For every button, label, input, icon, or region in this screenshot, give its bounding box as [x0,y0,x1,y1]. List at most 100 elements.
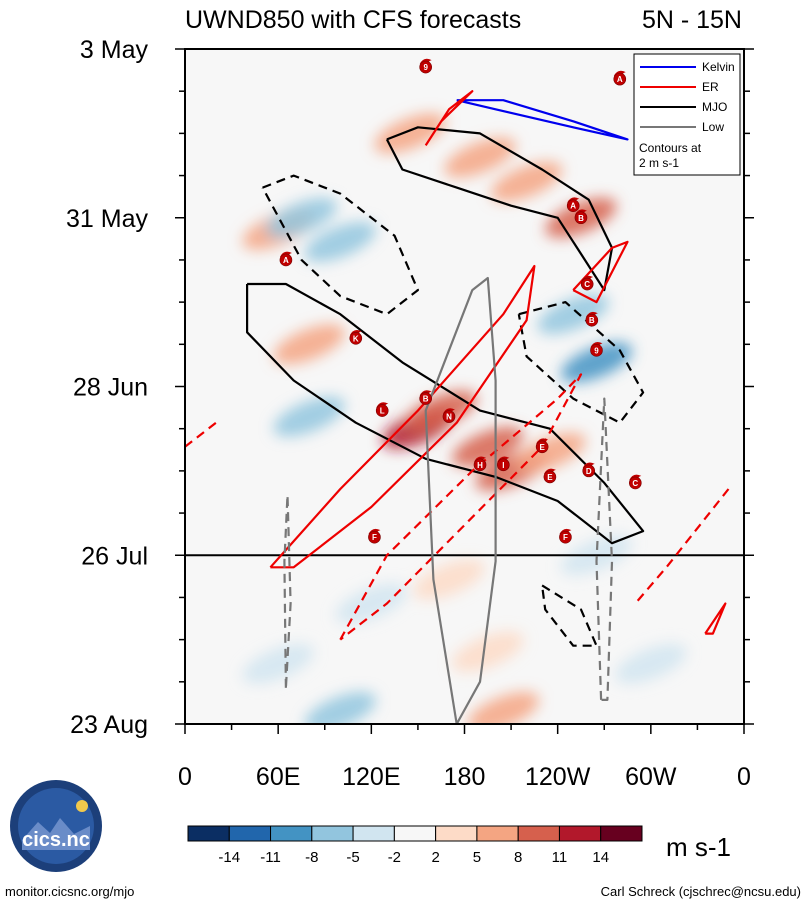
er-contour [634,488,730,605]
colorbar-label: -2 [388,849,401,866]
anomaly-patch [273,324,345,365]
anomaly-patch [467,692,539,724]
storm-marker: B [419,390,432,405]
y-tick-label: 26 Jul [81,542,148,570]
y-tick-label: 28 Jun [73,374,148,402]
anomaly-patch [405,390,477,431]
storm-circle [585,313,599,327]
storm-marker: A [613,70,627,86]
storm-label: D [586,467,592,476]
x-tick-label: 0 [178,763,192,791]
legend-note-2: 2 m s-1 [639,156,679,170]
colorbar-swatch [600,825,643,842]
storm-marker: N [442,408,456,423]
storm-label: K [353,334,359,343]
colorbar-label: 8 [514,849,522,866]
anomaly-patch [452,426,524,467]
x-tick-label: 180 [444,763,486,791]
colorbar-swatch [311,825,354,842]
anomaly-patch [444,137,516,178]
storm-marker: L [375,402,389,417]
legend-label: Low [702,120,724,134]
mjo-contour [261,174,419,316]
mjo-contour [385,126,614,292]
anomaly-patch [413,559,485,600]
storm-label: C [584,280,590,289]
storm-marker: E [535,438,549,454]
colorbar-swatch [352,825,395,842]
y-tick-label: 31 May [66,205,148,233]
storm-label: E [547,473,553,482]
storm-circle [559,530,572,544]
mjo-contour [517,301,645,424]
storm-marker: F [559,528,572,544]
anomaly-field [242,113,687,724]
colorbar-label: 11 [552,849,568,866]
storm-label: A [617,75,623,84]
storm-circle [543,470,557,484]
colorbar-swatch [517,825,560,842]
logo-text: cics.nc [22,829,90,851]
storm-label: 9 [423,63,428,72]
storm-marker: F [368,528,381,544]
storm-marker: K [349,329,363,345]
x-axis: 0 60E 120E 180 120W 60W 0 [178,724,751,791]
x-tick-label: 60E [256,763,300,791]
storm-circle [535,440,549,454]
storm-label: B [589,316,595,325]
storm-label: B [578,214,584,223]
colorbar-label: 2 [431,849,439,866]
x-tick-label: 120W [525,763,591,791]
storm-circle [473,458,487,472]
storm-marker: 9 [590,342,603,357]
storm-circle [590,344,603,357]
er-contour [339,373,583,641]
chart-title: UWND850 with CFS forecasts [185,6,521,34]
storm-marker: C [629,474,642,490]
storm-label: A [283,256,289,265]
colorbar-swatch [558,825,602,842]
storm-circle [582,464,596,478]
storm-marker: B [585,311,599,327]
colorbar-swatch [270,825,313,842]
storm-marker: A [566,197,580,212]
footer-credit: Carl Schreck (cjschrec@ncsu.edu) [600,884,801,899]
anomaly-patch [615,643,687,684]
storm-circle [629,476,642,490]
anomaly-patch [452,631,524,672]
legend-label: MJO [702,100,727,114]
er-contour [704,602,727,635]
colorbar-label: -5 [346,849,359,866]
x-tick-label: 0 [737,763,751,791]
legend-label: Kelvin [702,60,735,74]
mjo-contour [246,282,645,545]
wave-contours [185,90,730,724]
anomaly-patch [537,294,609,335]
storm-circle [497,458,510,472]
anomaly-patch [514,432,586,473]
storm-circle [349,331,363,345]
er-contour [424,90,474,146]
storm-marker: I [497,456,510,472]
colorbar-label: 14 [592,849,609,866]
anomaly-patch [304,221,376,262]
storm-label: B [423,395,429,404]
storm-label: F [563,533,568,542]
mjo-contour [541,584,598,647]
storm-circle [419,392,432,405]
storm-marker: H [473,456,487,472]
colorbar-label: -14 [218,849,240,866]
storm-marker: C [580,275,594,291]
storm-label: C [632,479,638,488]
legend-box [633,53,741,176]
y-axis: 3 May 31 May 28 Jun 26 Jul 23 Aug [66,36,754,739]
er-contour [185,421,217,448]
colorbar-swatch [228,825,272,842]
storm-label: H [477,461,483,470]
storm-label: I [502,461,504,470]
er-contour [572,240,629,304]
x-tick-label: 60W [625,763,677,791]
storm-marker: D [582,462,596,478]
er-contour [269,264,536,569]
storm-label: F [372,533,377,542]
